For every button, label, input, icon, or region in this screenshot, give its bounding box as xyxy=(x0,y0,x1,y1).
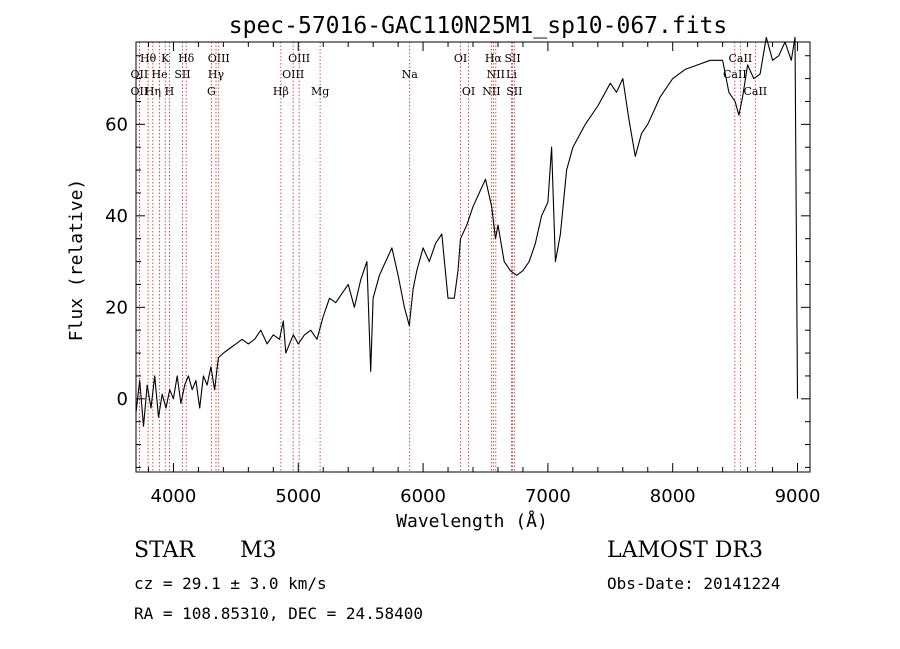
line-label-24: OI xyxy=(462,85,475,98)
line-label-2: Hδ xyxy=(178,52,195,65)
line-label-0: Hθ xyxy=(140,52,157,65)
obs-date: Obs-Date: 20141224 xyxy=(607,574,781,593)
line-label-15: NII xyxy=(487,68,505,81)
line-label-27: CaII xyxy=(743,85,767,98)
line-label-7: SII xyxy=(504,52,520,65)
x-tick-label-4: 8000 xyxy=(650,486,696,507)
survey-name: LAMOST DR3 xyxy=(607,538,763,563)
x-tick-label-5: 9000 xyxy=(775,486,821,507)
chart-title: spec-57016-GAC110N25M1_sp10-067.fits xyxy=(229,13,728,39)
y-tick-label-0: 0 xyxy=(117,389,128,410)
line-label-16: Li xyxy=(506,68,517,81)
y-tick-label-2: 40 xyxy=(105,206,128,227)
spectrum-line xyxy=(135,36,799,427)
line-label-23: Mg xyxy=(311,85,329,98)
line-label-8: CaII xyxy=(729,52,753,65)
line-label-22: Hβ xyxy=(273,85,289,98)
y-axis-label: Flux (relative) xyxy=(66,179,87,342)
line-label-3: OIII xyxy=(208,52,230,65)
line-label-13: OIII xyxy=(282,68,304,81)
line-label-26: SII xyxy=(506,85,522,98)
y-tick-label-1: 20 xyxy=(105,297,128,318)
x-tick-label-2: 6000 xyxy=(400,486,446,507)
line-label-4: OIII xyxy=(288,52,310,65)
line-label-25: NII xyxy=(482,85,500,98)
line-label-6: Hα xyxy=(485,52,503,65)
redshift-readout: cz = 29.1 ± 3.0 km/s xyxy=(134,574,327,593)
line-label-18: OII xyxy=(131,85,149,98)
object-class: STAR xyxy=(134,538,195,563)
line-label-11: SII xyxy=(174,68,190,81)
plot-frame xyxy=(135,41,811,473)
line-label-20: H xyxy=(165,85,175,98)
line-label-12: Hγ xyxy=(208,68,225,81)
spectrum-plot xyxy=(135,36,799,427)
line-label-17: CaII xyxy=(723,68,747,81)
line-label-1: K xyxy=(161,52,170,65)
line-label-5: OI xyxy=(454,52,467,65)
object-subclass: M3 xyxy=(240,538,277,563)
coordinates-readout: RA = 108.85310, DEC = 24.58400 xyxy=(134,604,423,623)
line-label-14: Na xyxy=(402,68,419,81)
line-label-19: Hη xyxy=(145,85,161,98)
y-tick-label-3: 60 xyxy=(105,114,128,135)
x-tick-label-3: 7000 xyxy=(525,486,571,507)
line-label-21: G xyxy=(207,85,216,98)
x-axis-label: Wavelength (Å) xyxy=(396,510,548,532)
axes: 4000 5000 6000 7000 8000 9000 0 20 40 60 xyxy=(105,42,820,507)
x-tick-label-1: 5000 xyxy=(275,486,321,507)
line-label-10: He xyxy=(152,68,168,81)
x-tick-label-0: 4000 xyxy=(151,486,197,507)
